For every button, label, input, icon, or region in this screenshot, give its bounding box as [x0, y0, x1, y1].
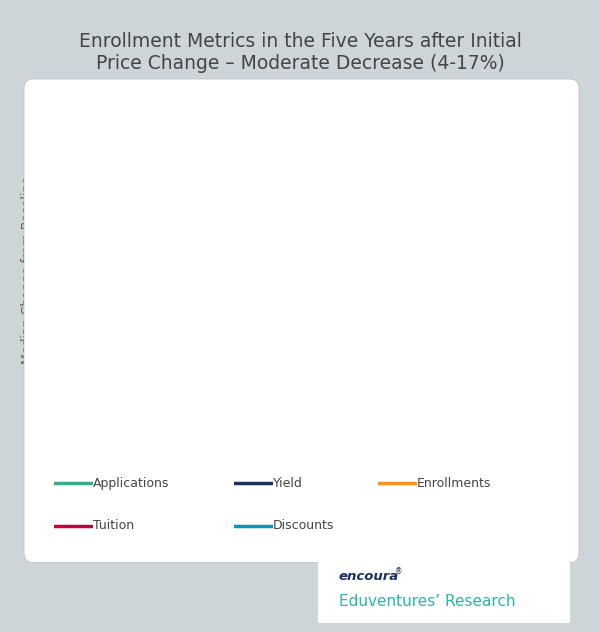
Text: Tuition: Tuition: [93, 520, 134, 532]
Text: encoura: encoura: [339, 570, 399, 583]
Text: Applications: Applications: [93, 477, 169, 490]
Text: Price Change – Moderate Decrease (4-17%): Price Change – Moderate Decrease (4-17%): [95, 54, 505, 73]
Text: ®: ®: [395, 568, 403, 576]
Y-axis label: Median Change from Baseline: Median Change from Baseline: [21, 176, 34, 364]
Text: Discounts: Discounts: [273, 520, 334, 532]
Text: Enrollment Metrics in the Five Years after Initial: Enrollment Metrics in the Five Years aft…: [79, 32, 521, 51]
Text: Yield: Yield: [273, 477, 303, 490]
Text: Enrollments: Enrollments: [417, 477, 491, 490]
Text: Eduventures’ Research: Eduventures’ Research: [339, 594, 515, 609]
